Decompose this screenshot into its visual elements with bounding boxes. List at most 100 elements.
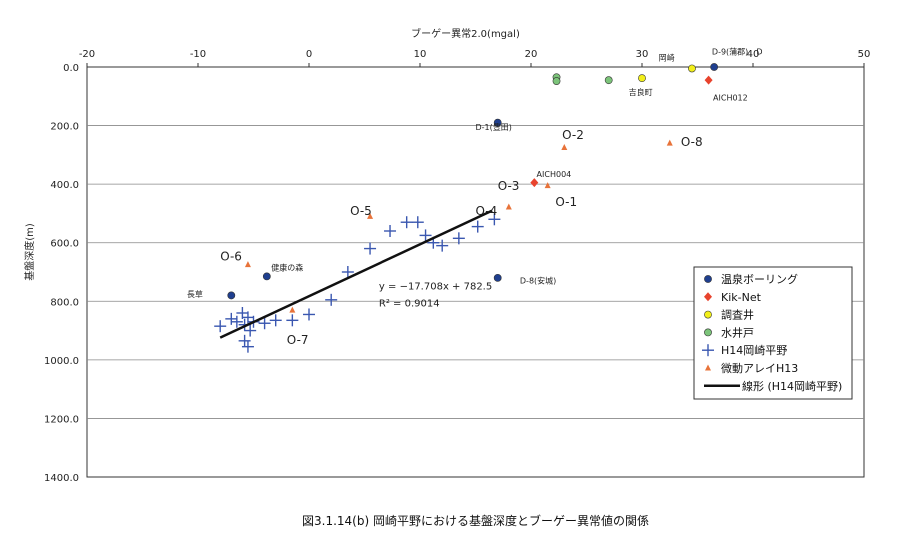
y-tick-label: 1400.0 bbox=[44, 473, 79, 484]
data-point bbox=[384, 225, 397, 237]
annotation-label: 吉良町 bbox=[629, 87, 653, 97]
legend-item: 調査井 bbox=[704, 308, 754, 322]
data-point bbox=[419, 229, 432, 242]
legend-item: Kik-Net bbox=[704, 291, 762, 304]
data-point bbox=[471, 220, 484, 233]
annotation-label: AICH012 bbox=[713, 94, 748, 103]
data-point bbox=[244, 261, 251, 268]
legend-marker bbox=[705, 364, 711, 371]
data-point bbox=[244, 324, 257, 337]
legend-label: 調査井 bbox=[721, 308, 754, 322]
y-tick-label: 600.0 bbox=[50, 239, 79, 250]
y-tick-label: 400.0 bbox=[50, 180, 79, 191]
annotation-label: 長草 bbox=[187, 289, 203, 299]
data-point bbox=[289, 306, 296, 313]
plot-frame bbox=[86, 66, 865, 478]
data-point bbox=[364, 242, 377, 255]
legend-label: 水井戸 bbox=[721, 325, 754, 339]
y-tick-label: 1200.0 bbox=[44, 414, 79, 425]
legend-label: 温泉ボーリング bbox=[721, 272, 798, 286]
data-point bbox=[704, 75, 713, 85]
annotation-label: O-7 bbox=[287, 333, 309, 347]
legend-marker bbox=[704, 275, 712, 283]
legend-marker bbox=[704, 328, 712, 337]
data-point bbox=[411, 216, 424, 229]
data-point bbox=[241, 340, 254, 353]
annotation-label: D-8(安城) bbox=[520, 276, 556, 286]
data-point bbox=[561, 144, 568, 151]
data-point bbox=[400, 216, 413, 229]
x-tick-label: 0 bbox=[306, 49, 312, 60]
data-point bbox=[604, 76, 613, 85]
data-point bbox=[286, 314, 299, 327]
data-point bbox=[493, 118, 502, 127]
annotation-label: 岡崎 bbox=[659, 53, 675, 63]
x-tick-label: -10 bbox=[190, 49, 206, 60]
annotation-label: AICH004 bbox=[537, 170, 572, 179]
r-squared: R² = 0.9014 bbox=[379, 299, 440, 310]
annotation-label: 健康の森 bbox=[271, 263, 303, 273]
data-point bbox=[638, 74, 646, 83]
data-point bbox=[341, 266, 354, 278]
legend-label: H14岡崎平野 bbox=[721, 343, 787, 357]
y-axis-title: 基盤深度(m) bbox=[23, 223, 36, 281]
trendline-equation: y = −17.708x + 782.5 bbox=[379, 282, 492, 293]
x-axis-title: ブーゲー異常2.0(mgal) bbox=[411, 27, 520, 40]
x-tick-label: 40 bbox=[747, 49, 760, 60]
data-point bbox=[452, 232, 465, 245]
annotation-label: O-8 bbox=[681, 135, 703, 149]
data-point bbox=[493, 273, 502, 282]
data-point bbox=[238, 334, 251, 347]
data-point bbox=[530, 178, 539, 188]
data-point bbox=[225, 312, 238, 325]
legend-item: H14岡崎平野 bbox=[702, 343, 787, 357]
legend-marker bbox=[704, 310, 712, 319]
x-tick-label: 50 bbox=[858, 49, 871, 60]
legend-label: Kik-Net bbox=[721, 291, 762, 304]
y-tick-label: 1000.0 bbox=[44, 356, 79, 367]
data-point bbox=[227, 291, 236, 300]
legend-item: 線形 (H14岡崎平野) bbox=[704, 379, 842, 393]
x-tick-label: -20 bbox=[79, 49, 95, 60]
data-point bbox=[262, 272, 271, 281]
data-point bbox=[269, 314, 282, 327]
data-point bbox=[666, 139, 673, 146]
annotation-label: O-3 bbox=[498, 179, 520, 193]
y-tick-label: 800.0 bbox=[50, 297, 79, 308]
data-point bbox=[436, 239, 449, 252]
y-tick-label: 0.0 bbox=[63, 63, 79, 74]
legend-label: 線形 (H14岡崎平野) bbox=[742, 379, 842, 393]
annotation-label: O-1 bbox=[555, 195, 577, 209]
annotation-label: D bbox=[756, 48, 762, 57]
legend-marker bbox=[704, 292, 712, 302]
data-point bbox=[325, 293, 338, 306]
annotation-label: O-2 bbox=[562, 128, 584, 142]
legend-item: 温泉ボーリング bbox=[704, 272, 798, 286]
legend-marker bbox=[702, 344, 714, 357]
data-point bbox=[367, 212, 374, 219]
data-point bbox=[258, 317, 271, 330]
data-point bbox=[688, 64, 696, 73]
x-tick-label: 10 bbox=[414, 49, 427, 60]
annotation-label: O-5 bbox=[350, 204, 372, 218]
data-point bbox=[488, 213, 501, 226]
trendline bbox=[219, 209, 493, 339]
annotation-label: D-9(蒲郡) bbox=[712, 47, 748, 57]
annotation-label: O-6 bbox=[220, 249, 242, 263]
x-tick-label: 30 bbox=[636, 49, 649, 60]
x-tick-label: 20 bbox=[525, 49, 538, 60]
y-tick-label: 200.0 bbox=[50, 122, 79, 133]
data-point bbox=[214, 320, 227, 333]
legend-item: 微動アレイH13 bbox=[705, 361, 798, 375]
legend-item: 水井戸 bbox=[704, 325, 754, 339]
data-point bbox=[552, 77, 561, 85]
figure-caption: 図3.1.14(b) 岡崎平野における基盤深度とブーゲー異常値の関係 bbox=[302, 513, 649, 528]
annotation-label: D-1(豊田) bbox=[476, 122, 512, 132]
legend-label: 微動アレイH13 bbox=[721, 361, 798, 375]
data-point bbox=[230, 315, 243, 328]
data-point bbox=[544, 182, 551, 189]
data-point bbox=[303, 308, 315, 321]
data-point bbox=[505, 203, 512, 210]
